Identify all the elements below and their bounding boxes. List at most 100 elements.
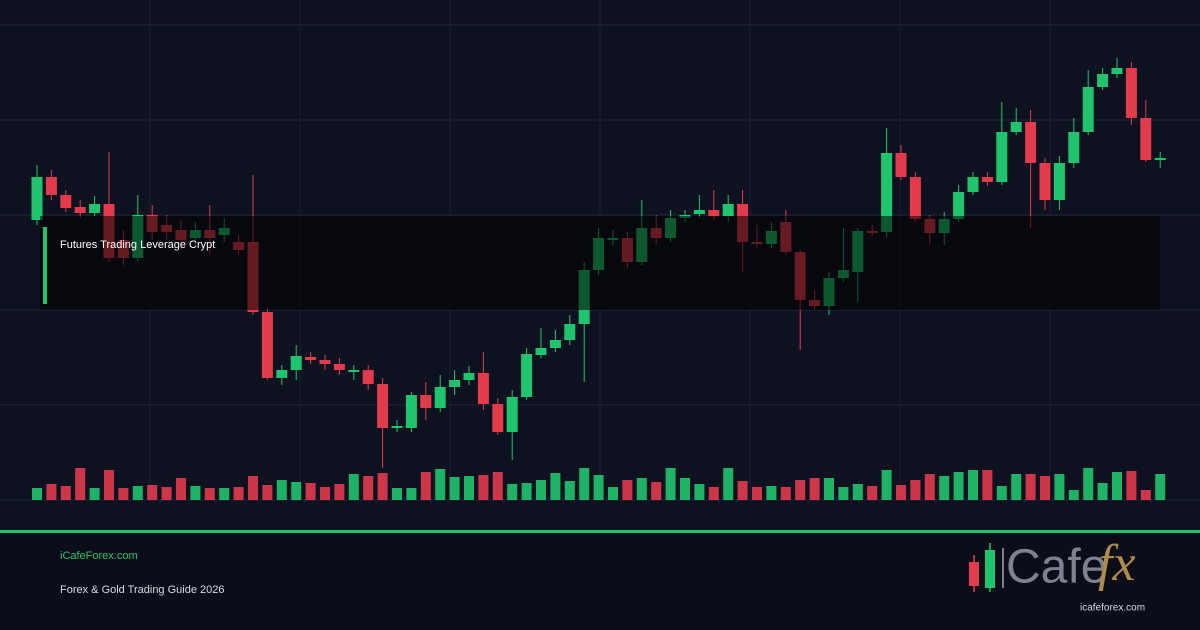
volume-bar xyxy=(852,484,863,500)
volume-bar xyxy=(1011,474,1022,500)
candle-body xyxy=(333,364,345,370)
candle-body xyxy=(319,360,331,364)
volume-bar xyxy=(1112,472,1122,500)
volume-bar xyxy=(392,488,402,500)
candle-body xyxy=(276,370,288,378)
volume-bar xyxy=(1155,474,1166,500)
volume-bar xyxy=(262,485,273,500)
candle-body xyxy=(391,426,403,428)
volume-bar xyxy=(507,484,518,500)
candle-body xyxy=(1039,163,1051,200)
volume-bar xyxy=(867,486,878,500)
volume-bar xyxy=(1040,476,1050,500)
candle-body xyxy=(60,195,72,208)
volume-bar xyxy=(492,472,503,500)
volume-bar xyxy=(752,487,762,500)
candle-body xyxy=(31,177,43,220)
logo-url: icafeforex.com xyxy=(1080,603,1145,614)
volume-bar xyxy=(809,478,820,500)
candle-body xyxy=(45,177,57,195)
volume-bar xyxy=(334,484,345,500)
volume-bar xyxy=(204,488,215,500)
candle-body xyxy=(1111,68,1123,74)
candle-body xyxy=(981,177,993,182)
volume-bar xyxy=(406,488,417,500)
volume-bar xyxy=(550,473,561,500)
site-name: iCafeForex.com xyxy=(60,550,138,562)
volume-bar xyxy=(248,476,258,500)
volume-bar xyxy=(1054,474,1065,500)
candle-body xyxy=(290,356,302,370)
candle-body xyxy=(377,384,389,428)
volume-bar xyxy=(348,474,359,500)
candle-body xyxy=(1097,74,1109,87)
volume-bar xyxy=(32,488,42,500)
volume-bar xyxy=(1140,490,1151,500)
volume-bar xyxy=(190,486,201,500)
volume-bar xyxy=(665,468,676,500)
candle-body xyxy=(1025,122,1037,163)
volume-bar xyxy=(176,478,186,500)
volume-bar xyxy=(320,487,330,500)
divider xyxy=(0,530,1200,533)
volume-bar xyxy=(536,480,546,500)
candle-body xyxy=(693,210,705,214)
candle-body xyxy=(881,153,893,232)
subtitle: Forex & Gold Trading Guide 2026 xyxy=(60,584,224,596)
volume-bar xyxy=(680,478,690,500)
volume-bar xyxy=(982,470,993,500)
candle-body xyxy=(564,324,576,340)
volume-bar xyxy=(939,476,950,500)
volume-bar xyxy=(579,468,590,500)
candle-body xyxy=(434,387,446,408)
volume-bar xyxy=(118,488,129,500)
banner-overlay xyxy=(40,216,1160,310)
candle-body xyxy=(477,373,489,404)
logo: Cafe fx icafeforex.com xyxy=(969,535,1145,614)
volume-bar xyxy=(924,474,935,500)
volume-bar xyxy=(233,487,244,500)
headline: Futures Trading Leverage Crypt xyxy=(60,239,215,251)
volume-bar xyxy=(564,481,575,500)
volume-bar xyxy=(420,472,431,500)
volume-bar xyxy=(521,483,532,500)
volume-bar xyxy=(608,487,618,500)
volume-bar xyxy=(75,468,86,500)
candle-body xyxy=(1082,87,1094,132)
volume-bar xyxy=(953,472,964,500)
candle-body xyxy=(535,348,547,355)
volume-bar xyxy=(305,483,316,500)
volume-bar xyxy=(636,478,647,500)
volume-bar xyxy=(1083,468,1094,500)
volume-bar xyxy=(132,486,143,500)
candle-body xyxy=(1010,122,1022,132)
logo-word: Cafe xyxy=(1006,541,1107,594)
volume-bar xyxy=(46,484,57,500)
candle-body xyxy=(549,340,561,348)
volume-bar xyxy=(622,480,633,500)
candle-body xyxy=(1053,163,1065,200)
volume-bar xyxy=(766,486,777,500)
volume-bar xyxy=(276,480,287,500)
volume-bar xyxy=(464,476,474,500)
volume-bar xyxy=(60,486,71,500)
candle-body xyxy=(89,204,101,213)
candle-body xyxy=(463,373,475,380)
candle-body xyxy=(722,204,734,216)
logo-candle xyxy=(969,562,979,586)
volume-bar xyxy=(147,485,158,500)
candle-body xyxy=(261,312,273,378)
candle-body xyxy=(895,153,907,177)
volume-bar xyxy=(795,480,806,500)
candle-body xyxy=(1140,118,1152,160)
volume-bar xyxy=(593,475,604,500)
candle-body xyxy=(405,395,417,428)
volume-bar xyxy=(161,487,172,500)
volume-bar xyxy=(896,485,906,500)
footer-bg xyxy=(0,533,1200,630)
candle-body xyxy=(420,395,432,408)
volume-bar xyxy=(104,470,114,500)
volume-bar xyxy=(838,487,849,500)
candle-body xyxy=(492,404,504,432)
candle-body xyxy=(996,132,1008,182)
